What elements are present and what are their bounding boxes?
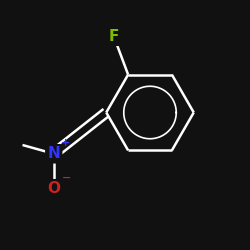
Text: F: F <box>108 29 119 44</box>
Text: −: − <box>62 172 72 182</box>
Text: O: O <box>47 181 60 196</box>
Text: N: N <box>48 146 60 161</box>
Text: +: + <box>61 138 70 147</box>
